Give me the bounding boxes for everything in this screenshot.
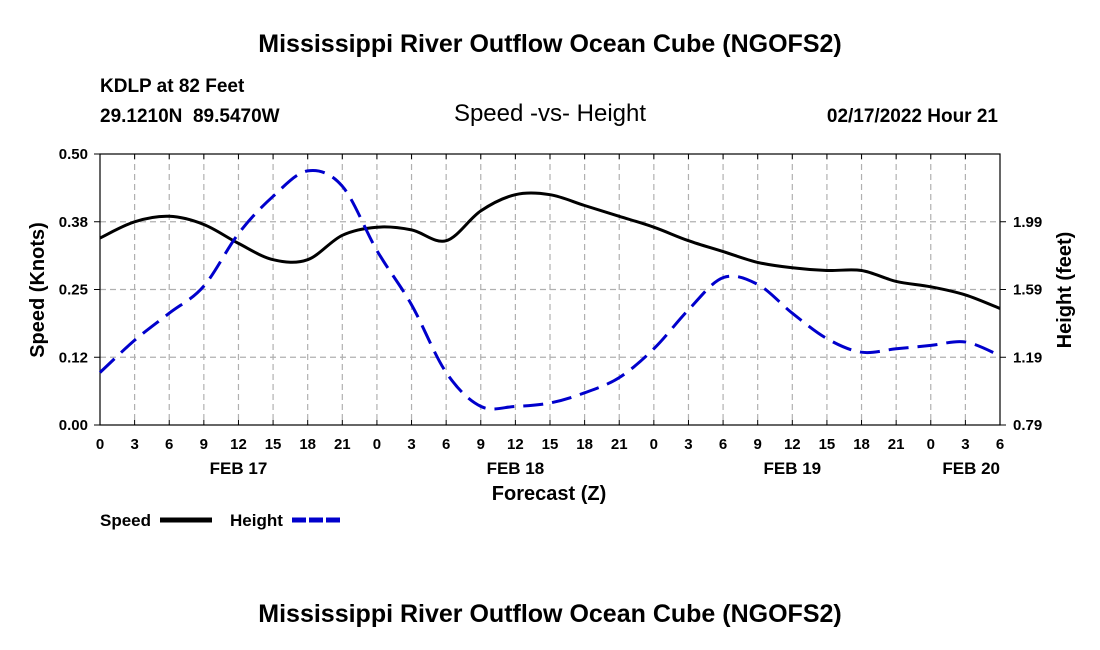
x-tick-label: 3 — [407, 436, 415, 453]
x-tick-label: 9 — [477, 436, 485, 453]
x-tick-label: 21 — [334, 436, 351, 453]
x-tick-label: 0 — [927, 436, 935, 453]
station-label: KDLP at 82 Feet — [100, 76, 245, 97]
x-tick-label: 6 — [165, 436, 173, 453]
x-date-label: FEB 20 — [942, 459, 1000, 478]
x-tick-label: 0 — [650, 436, 658, 453]
series-group — [98, 169, 1001, 411]
y-tick-label: 0.12 — [59, 349, 88, 366]
chart-subtitle: Speed -vs- Height — [453, 100, 647, 127]
x-tick-label: 6 — [719, 436, 727, 453]
x-date-label: FEB 17 — [210, 459, 268, 478]
y-tick-label: 0.50 — [59, 146, 88, 163]
legend-speed-label: Speed — [100, 511, 151, 530]
x-tick-label: 0 — [96, 436, 104, 453]
y2-tick-label: 1.99 — [1013, 214, 1042, 231]
x-tick-label: 18 — [576, 436, 593, 453]
y2-tick-label: 1.59 — [1013, 282, 1042, 299]
y-tick-label: 0.38 — [59, 214, 88, 231]
x-axis-label: Forecast (Z) — [492, 483, 606, 505]
x-tick-label: 15 — [542, 436, 559, 453]
station-coords: 29.1210N 89.5470W — [100, 106, 280, 127]
x-tick-label: 18 — [299, 436, 316, 453]
legend-height-label: Height — [230, 511, 283, 530]
y-tick-label: 0.00 — [59, 417, 88, 434]
page-title: Mississippi River Outflow Ocean Cube (NG… — [258, 30, 842, 58]
x-tick-label: 18 — [853, 436, 870, 453]
footer-title: Mississippi River Outflow Ocean Cube (NG… — [258, 600, 842, 628]
x-date-label: FEB 18 — [487, 459, 545, 478]
series-height-line — [98, 169, 1001, 411]
x-tick-label: 21 — [888, 436, 905, 453]
x-tick-label: 12 — [507, 436, 524, 453]
x-tick-label: 6 — [996, 436, 1004, 453]
x-tick-label: 12 — [230, 436, 247, 453]
y2-tick-label: 1.19 — [1013, 349, 1042, 366]
grid-lines — [100, 154, 1000, 425]
y-axis-right: 0.79 1.19 1.59 1.99 — [1000, 214, 1042, 434]
x-axis: 0 3 6 9 12 15 18 21 0 3 6 9 12 15 18 21 0 3 6 9 12 15 18 21 0 3 6 F… — [96, 154, 1004, 478]
x-tick-label: 21 — [611, 436, 628, 453]
y-axis-left: 0.00 0.12 0.25 0.38 0.50 — [59, 146, 100, 434]
forecast-datetime: 02/17/2022 Hour 21 — [826, 106, 998, 127]
y2-tick-label: 0.79 — [1013, 417, 1042, 434]
legend: Speed Height — [100, 511, 342, 530]
x-tick-label: 9 — [754, 436, 762, 453]
x-tick-label: 3 — [684, 436, 692, 453]
y-tick-label: 0.25 — [59, 282, 88, 299]
x-tick-label: 15 — [265, 436, 282, 453]
y-axis-label: Speed (Knots) — [27, 222, 49, 358]
series-speed-line — [99, 191, 1001, 310]
y2-axis-label: Height (feet) — [1054, 232, 1076, 349]
x-tick-label: 3 — [961, 436, 969, 453]
x-date-label: FEB 19 — [763, 459, 821, 478]
x-tick-label: 15 — [819, 436, 836, 453]
x-tick-label: 6 — [442, 436, 450, 453]
x-tick-label: 0 — [373, 436, 381, 453]
x-tick-label: 9 — [200, 436, 208, 453]
x-tick-label: 3 — [130, 436, 138, 453]
x-tick-label: 12 — [784, 436, 801, 453]
